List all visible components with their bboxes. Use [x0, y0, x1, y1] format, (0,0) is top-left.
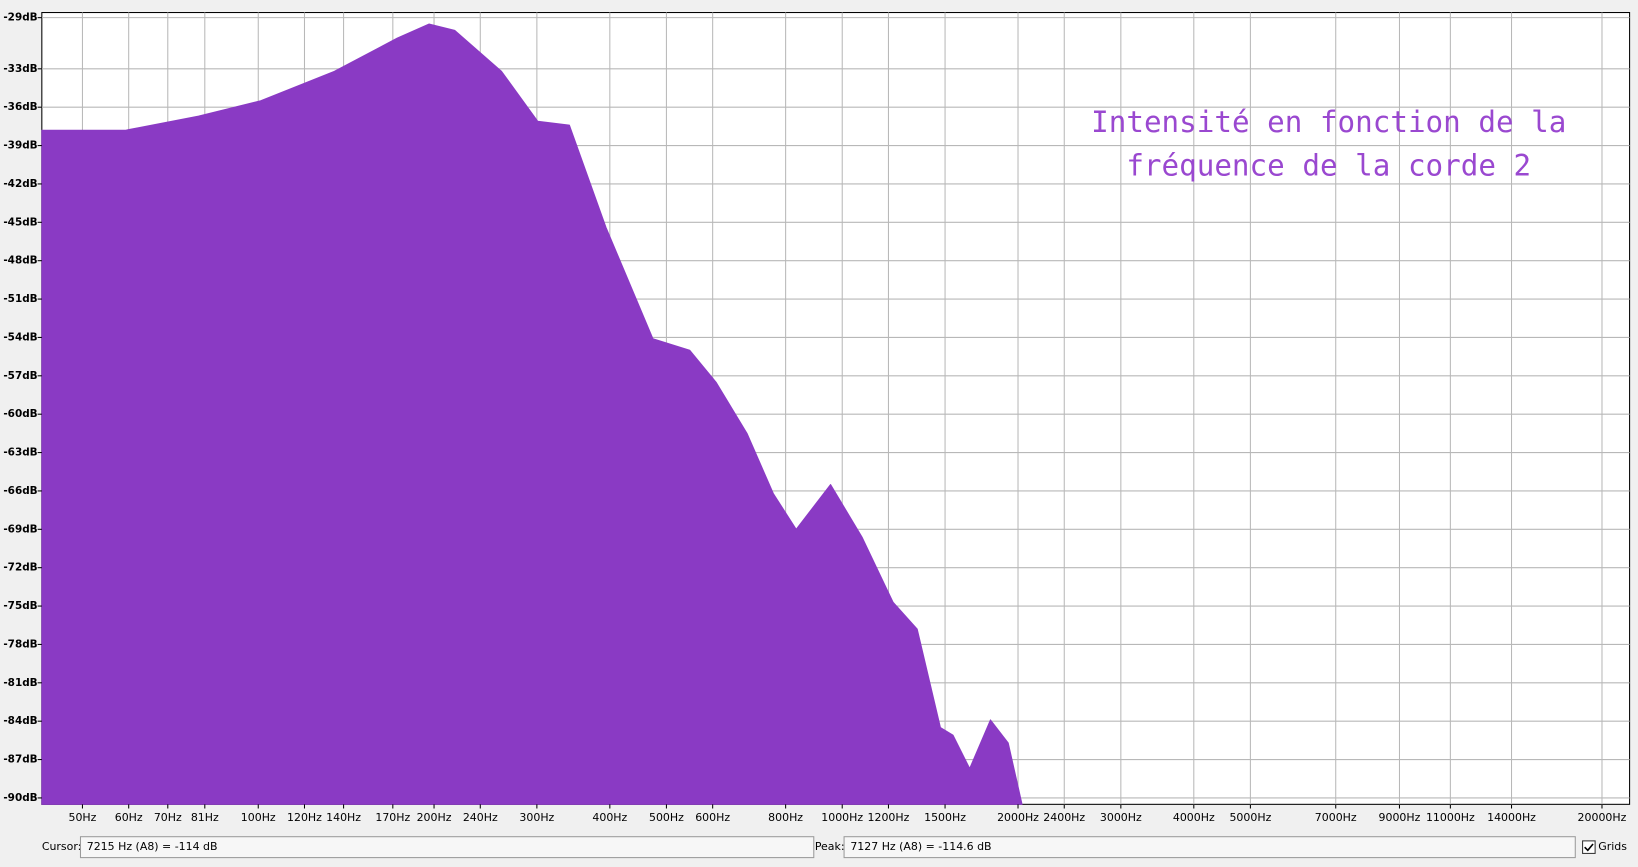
y-tick-label: -66dB: [3, 485, 37, 497]
x-tick-label: 1500Hz: [924, 811, 966, 824]
grids-checkbox[interactable]: [1582, 840, 1596, 854]
y-tick-label: -63dB: [3, 447, 37, 459]
x-tick-label: 1200Hz: [868, 811, 910, 824]
x-tick-label: 7000Hz: [1315, 811, 1357, 824]
y-tick-label: -45dB: [3, 216, 37, 228]
x-tick-label: 1000Hz: [821, 811, 863, 824]
x-tick-label: 4000Hz: [1173, 811, 1215, 824]
x-tick-label: 400Hz: [592, 811, 627, 824]
x-tick-label: 2400Hz: [1043, 811, 1085, 824]
y-tick-label: -29dB: [3, 12, 37, 24]
x-tick-label: 240Hz: [463, 811, 498, 824]
y-tick-label: -60dB: [3, 408, 37, 420]
x-tick-label: 140Hz: [326, 811, 361, 824]
x-tick-label: 120Hz: [287, 811, 322, 824]
x-tick-label: 100Hz: [241, 811, 276, 824]
y-tick-label: -78dB: [3, 638, 37, 650]
spectrum-area: [41, 23, 1023, 805]
y-tick-label: -54dB: [3, 331, 37, 343]
y-tick-label: -51dB: [3, 293, 37, 305]
x-tick-label: 600Hz: [695, 811, 730, 824]
cursor-value: 7215 Hz (A8) = -114 dB: [87, 840, 218, 853]
y-tick-label: -72dB: [3, 562, 37, 574]
peak-field[interactable]: [843, 836, 1576, 859]
y-tick-label: -39dB: [3, 140, 37, 152]
peak-value: 7127 Hz (A8) = -114.6 dB: [850, 840, 991, 853]
x-tick-label: 200Hz: [417, 811, 452, 824]
cursor-field[interactable]: [79, 836, 815, 859]
x-tick-label: 3000Hz: [1100, 811, 1142, 824]
x-tick-label: 800Hz: [768, 811, 803, 824]
annotation: fréquence de la corde 2: [1126, 149, 1531, 183]
x-tick-label: 14000Hz: [1487, 811, 1536, 824]
x-tick-label: 9000Hz: [1379, 811, 1421, 824]
y-tick-label: -42dB: [3, 178, 37, 190]
y-tick-label: -84dB: [3, 715, 37, 727]
y-tick-label: -33dB: [3, 63, 37, 75]
y-tick-label: -75dB: [3, 600, 37, 612]
y-tick-label: -69dB: [3, 523, 37, 535]
x-tick-label: 170Hz: [375, 811, 410, 824]
x-tick-label: 5000Hz: [1229, 811, 1271, 824]
x-tick-label: 20000Hz: [1578, 811, 1627, 824]
peak-label: Peak:: [815, 840, 845, 853]
grids-label: Grids: [1598, 840, 1627, 853]
x-tick-label: 50Hz: [68, 811, 96, 824]
checkmark: [1584, 843, 1594, 852]
cursor-label: Cursor:: [42, 840, 82, 853]
y-tick-label: -90dB: [3, 792, 37, 804]
y-tick-label: -36dB: [3, 101, 37, 113]
x-tick-label: 500Hz: [649, 811, 684, 824]
x-tick-label: 2000Hz: [997, 811, 1039, 824]
x-tick-label: 81Hz: [191, 811, 219, 824]
y-tick-label: -87dB: [3, 754, 37, 766]
y-tick-label: -57dB: [3, 370, 37, 382]
y-tick-label: -81dB: [3, 677, 37, 689]
x-tick-label: 60Hz: [115, 811, 143, 824]
annotation: Intensité en fonction de la: [1091, 105, 1566, 139]
x-tick-label: 70Hz: [154, 811, 182, 824]
x-tick-label: 300Hz: [519, 811, 554, 824]
x-tick-label: 11000Hz: [1426, 811, 1475, 824]
y-tick-label: -48dB: [3, 255, 37, 267]
